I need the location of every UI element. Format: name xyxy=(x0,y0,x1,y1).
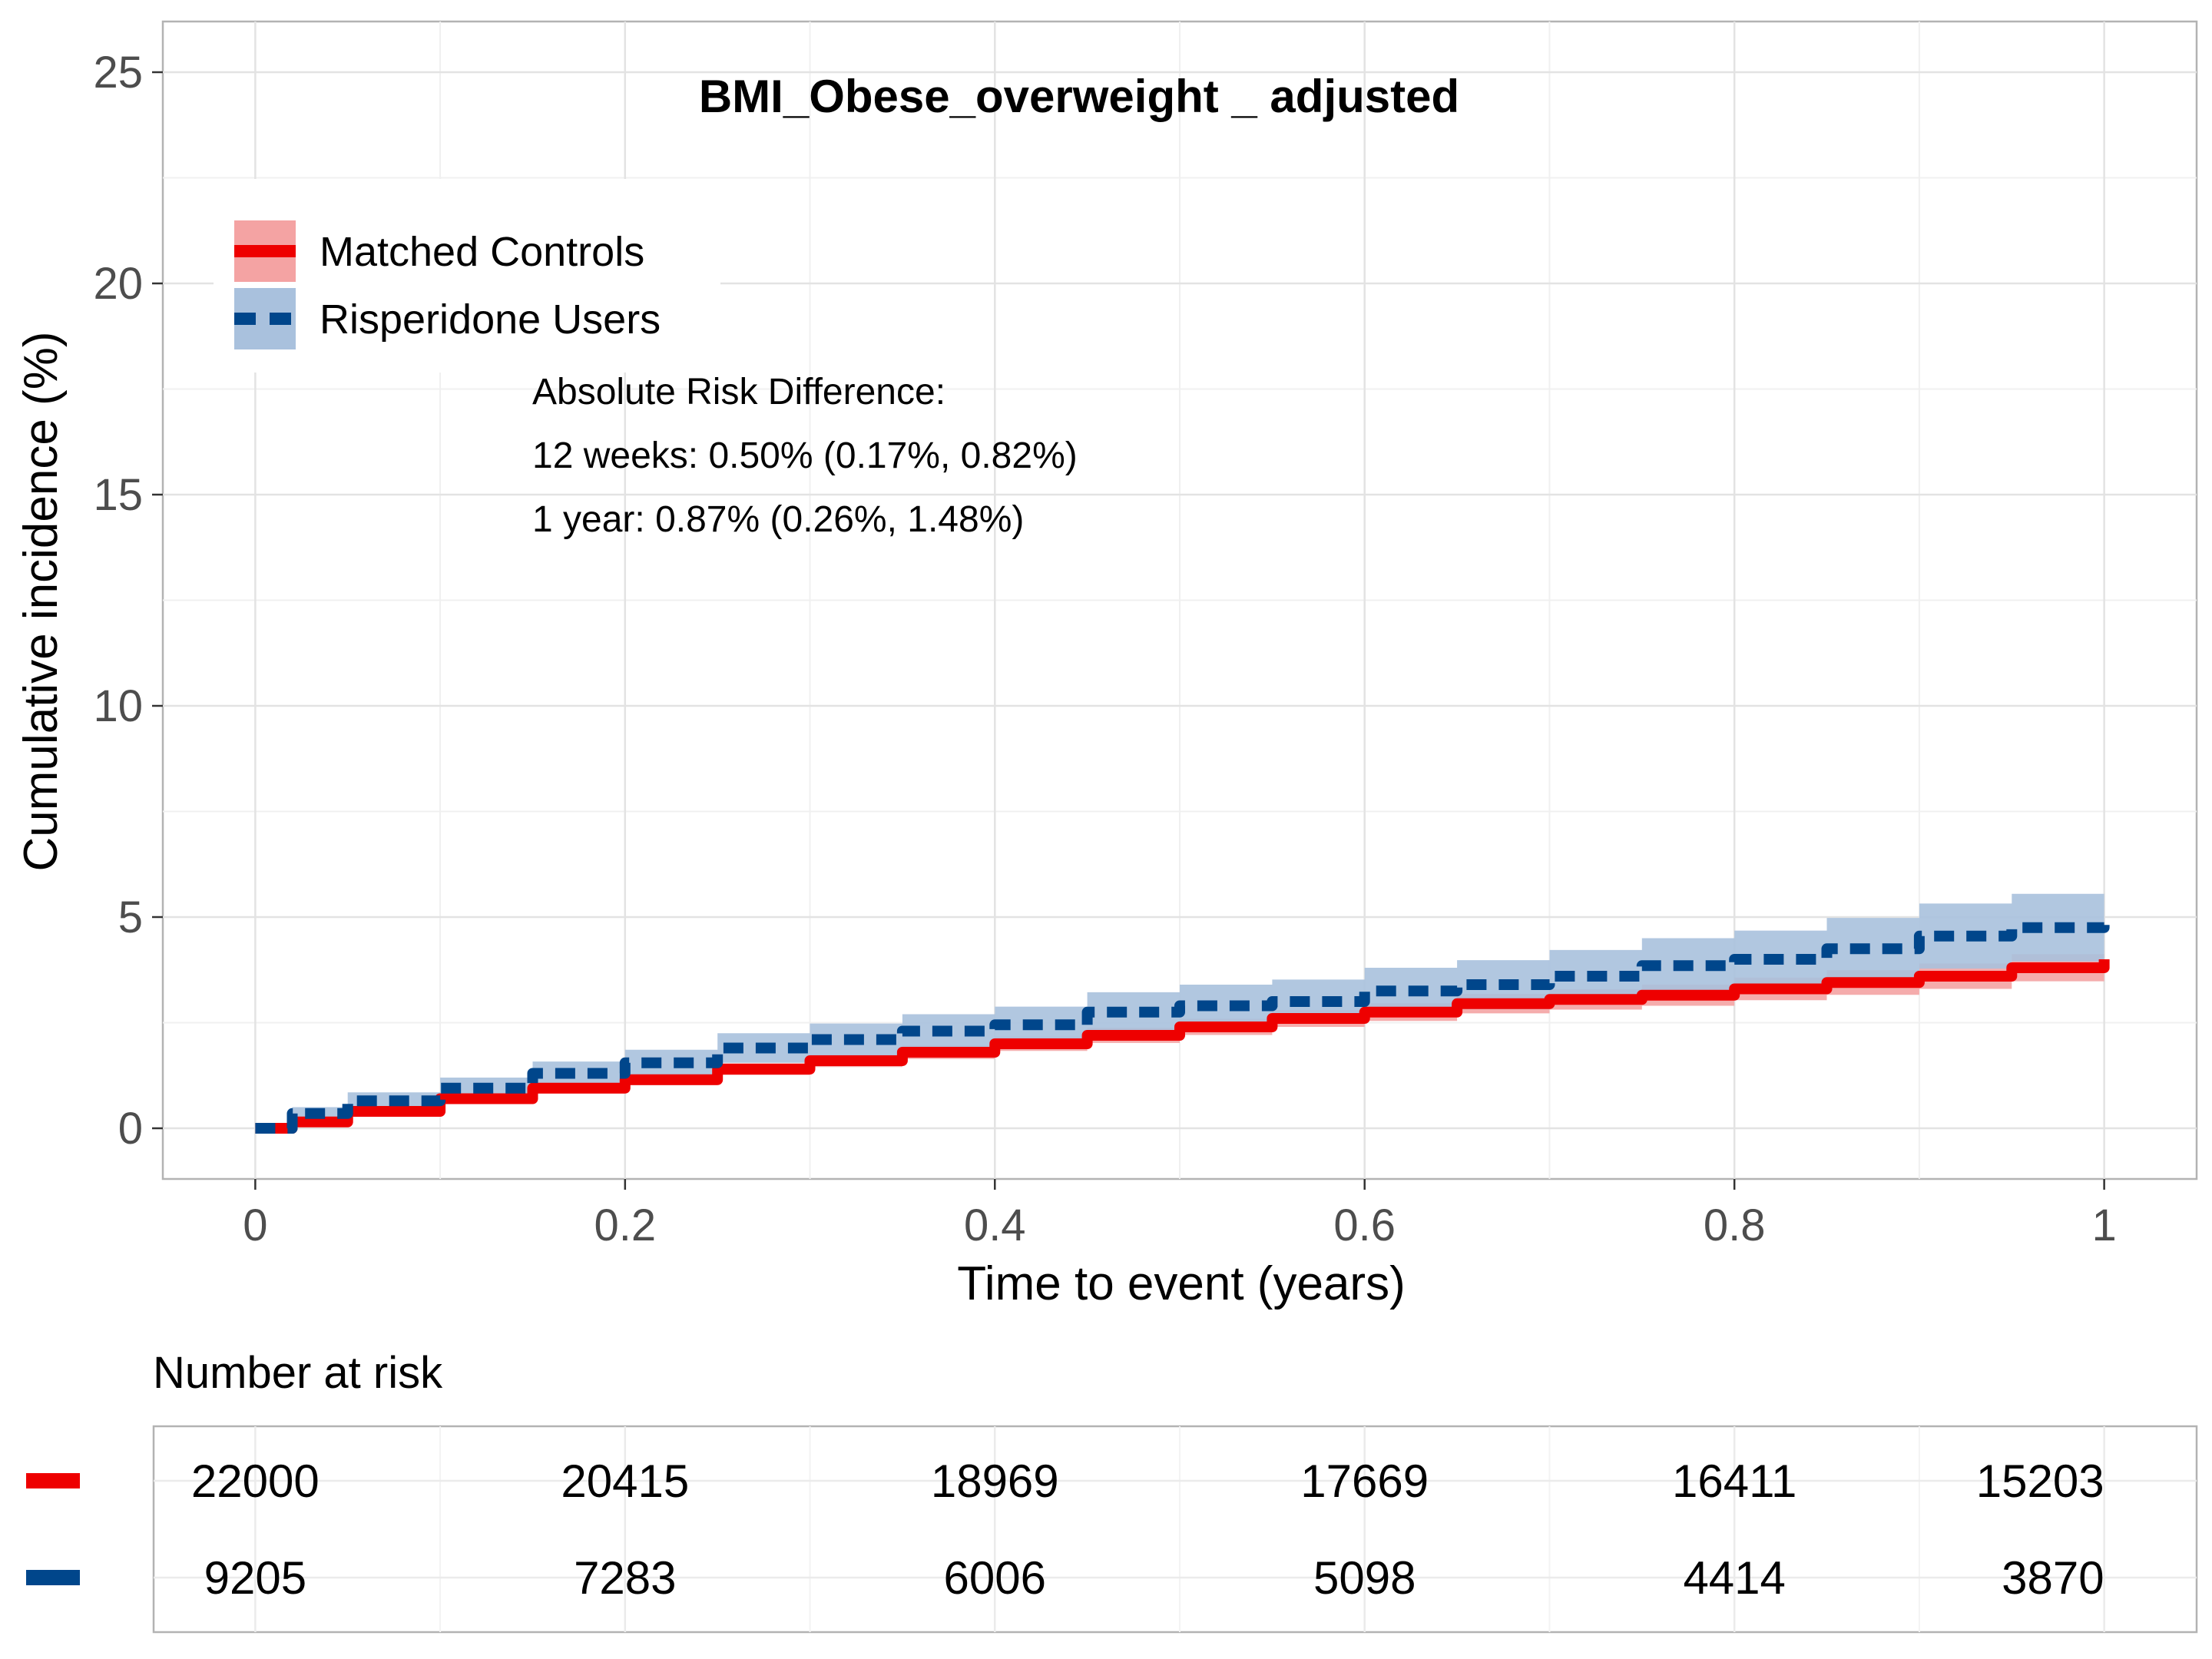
risk-table-values: 22000 20415 18969 17669 16411 15203 9205 7283 60… xyxy=(191,1455,2104,1604)
x-tick-label: 0.6 xyxy=(1333,1200,1396,1250)
risk-table-cell: 20415 xyxy=(561,1455,689,1507)
x-tick-label: 0.8 xyxy=(1704,1200,1766,1250)
risk-table-panel xyxy=(152,1425,2198,1634)
legend-label: Matched Controls xyxy=(320,229,644,275)
x-tick-label: 1 xyxy=(2092,1200,2117,1250)
legend-item-matched-controls: Matched Controls xyxy=(234,220,644,282)
y-tick-label: 20 xyxy=(93,259,143,309)
x-axis-ticks: 0 0.2 0.4 0.6 0.8 1 xyxy=(243,1179,2117,1250)
series-line-0 xyxy=(255,959,2110,1134)
risk-table-cell: 18969 xyxy=(931,1455,1059,1507)
y-tick-label: 15 xyxy=(93,470,143,520)
annotation-line: 1 year: 0.87% (0.26%, 1.48%) xyxy=(532,499,1024,540)
risk-table-cell: 15203 xyxy=(1976,1455,2104,1507)
x-tick-label: 0.2 xyxy=(594,1200,656,1250)
y-axis-ticks: 0 5 10 15 20 25 xyxy=(93,48,163,1154)
x-tick-label: 0.4 xyxy=(964,1200,1026,1250)
y-tick-label: 0 xyxy=(118,1104,143,1154)
y-tick-label: 10 xyxy=(93,681,143,731)
x-tick-label: 0 xyxy=(243,1200,267,1250)
risk-table-cell: 22000 xyxy=(191,1455,320,1507)
risk-table-cell: 3870 xyxy=(2002,1552,2104,1604)
legend-background xyxy=(214,179,720,373)
legend: Matched Controls Risperidone Users xyxy=(214,179,720,373)
y-tick-label: 25 xyxy=(93,48,143,98)
legend-label: Risperidone Users xyxy=(320,296,661,343)
series-line-1 xyxy=(255,922,2110,1134)
x-axis-label: Time to event (years) xyxy=(957,1257,1405,1310)
y-tick-label: 5 xyxy=(118,892,143,942)
annotation-line: Absolute Risk Difference: xyxy=(532,372,945,412)
risk-table-cell: 5098 xyxy=(1313,1552,1416,1604)
risk-table-cell: 6006 xyxy=(944,1552,1046,1604)
risk-table-cell: 4414 xyxy=(1683,1552,1785,1604)
risk-table-cell: 16411 xyxy=(1672,1455,1796,1507)
legend-item-risperidone-users: Risperidone Users xyxy=(234,288,661,349)
risk-table-cell: 9205 xyxy=(204,1552,306,1604)
chart-title: BMI_Obese_overweight _ adjusted xyxy=(699,71,1459,122)
series-lines xyxy=(255,922,2110,1134)
annotation-line: 12 weeks: 0.50% (0.17%, 0.82%) xyxy=(532,435,1078,476)
y-axis-label: Cumulative incidence (%) xyxy=(15,332,68,872)
risk-table-title: Number at risk xyxy=(153,1348,443,1398)
risk-difference-annotation: Absolute Risk Difference: 12 weeks: 0.50… xyxy=(532,372,1078,540)
risk-table-cell: 7283 xyxy=(574,1552,676,1604)
risk-table-grid xyxy=(154,1426,2197,1632)
risk-table-cell: 17669 xyxy=(1300,1455,1429,1507)
risk-table-keys xyxy=(26,1473,80,1585)
